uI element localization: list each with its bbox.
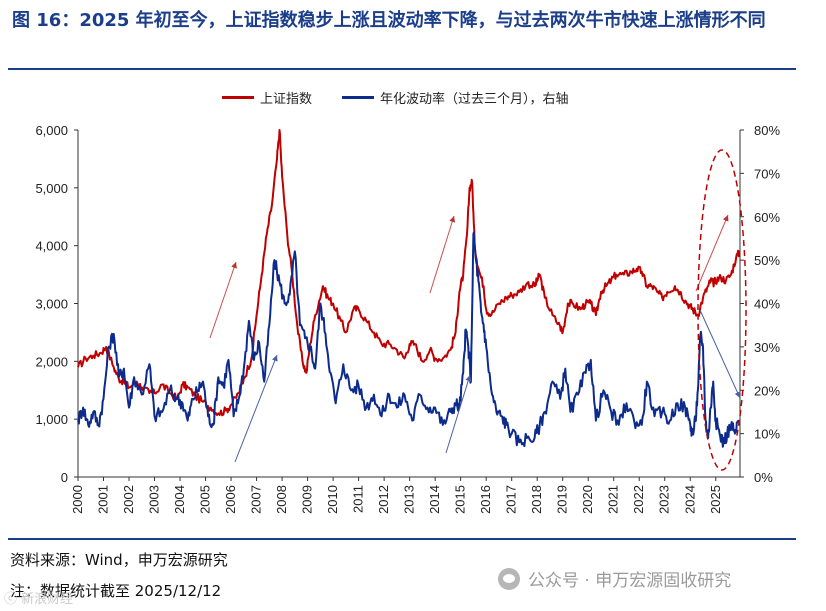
y-right-tick-label: 30% [754,340,780,355]
source-note: 资料来源：Wind，申万宏源研究 [10,551,228,569]
y-right-tick-label: 20% [754,383,780,398]
y-right-tick-label: 80% [754,123,780,138]
x-tick-label: 2008 [274,485,289,514]
x-tick-label: 2005 [198,485,213,514]
watermark: 公众号 · 申万宏源固收研究 [498,566,731,591]
y-right-tick-label: 0% [754,470,773,485]
legend-item-index: 上证指数 [222,88,312,107]
line-chart: 0 1,000 2,000 3,000 4,000 5,000 6,000 0% 10% 20% 3… [35,123,780,514]
x-tick-label: 2009 [300,485,315,514]
legend-label-volatility: 年化波动率（过去三个月），右轴 [380,92,569,107]
title-rule [8,68,796,70]
highlight-ellipse-2025 [697,149,747,471]
x-tick-label: 2010 [325,485,340,514]
y-left-tick-label: 5,000 [35,181,68,196]
x-tick-label: 2025 [708,485,723,514]
arrow-2006-rise [209,261,237,339]
series-line-index [77,129,741,417]
x-tick-label: 2002 [121,485,136,514]
x-tick-label: 2006 [223,485,238,514]
legend-item-volatility: 年化波动率（过去三个月），右轴 [342,88,569,107]
x-tick-label: 2017 [504,485,519,514]
x-tick-label: 2022 [631,485,646,514]
corner-watermark: ⓒ 新浪财经 [4,592,74,607]
x-tick-label: 2004 [172,485,187,514]
chart-axes: 0 1,000 2,000 3,000 4,000 5,000 6,000 0% 10% 20% 3… [35,123,780,514]
legend-swatch-volatility [342,96,374,99]
legend-label-index: 上证指数 [260,92,313,107]
y-right-tick-label: 60% [754,210,780,225]
arrow-2006-vol [234,354,278,463]
y-left-tick-label: 2,000 [35,354,68,369]
y-left-tick-label: 0 [61,470,68,485]
x-tick-label: 2021 [606,485,621,514]
y-right-tick-label: 10% [754,427,780,442]
series-layer [77,129,741,448]
watermark-text: 公众号 · 申万宏源固收研究 [528,571,732,591]
arrow-2014-rise [429,215,456,294]
x-tick-label: 2007 [249,485,264,514]
date-note: 注：数据统计截至 2025/12/12 [10,582,222,600]
y-left-tick-label: 1,000 [35,412,68,427]
footer-rule [8,538,796,540]
x-tick-label: 2000 [70,485,85,514]
x-tick-label: 2018 [529,485,544,514]
x-tick-label: 2016 [478,485,493,514]
x-tick-label: 2024 [682,485,697,514]
y-right-tick-label: 50% [754,253,780,268]
series-line-volatility [77,231,740,448]
x-tick-label: 2001 [96,485,111,514]
arrow-2014-vol [445,374,472,454]
y-right-tick-label: 70% [754,166,780,181]
x-tick-label: 2013 [402,485,417,514]
y-right-tick-label: 40% [754,297,780,312]
x-tick-label: 2023 [657,485,672,514]
x-tick-label: 2015 [453,485,468,514]
figure-title: 图 16：2025 年初至今，上证指数稳步上涨且波动率下降，与过去两次牛市快速上… [12,10,766,31]
wechat-icon [498,567,520,590]
x-tick-label: 2003 [147,485,162,514]
legend-swatch-index [222,96,254,99]
arrow-2024-rise [695,214,729,292]
x-tick-label: 2014 [427,485,442,514]
y-left-tick-label: 6,000 [35,123,68,138]
x-tick-label: 2020 [580,485,595,514]
x-tick-label: 2011 [351,485,366,513]
x-tick-label: 2012 [376,485,391,514]
arrow-2025-vol-down [699,309,741,399]
chart-annotations [209,149,747,471]
x-tick-label: 2019 [555,485,570,514]
y-left-tick-label: 3,000 [35,297,68,312]
y-left-tick-label: 4,000 [35,239,68,254]
